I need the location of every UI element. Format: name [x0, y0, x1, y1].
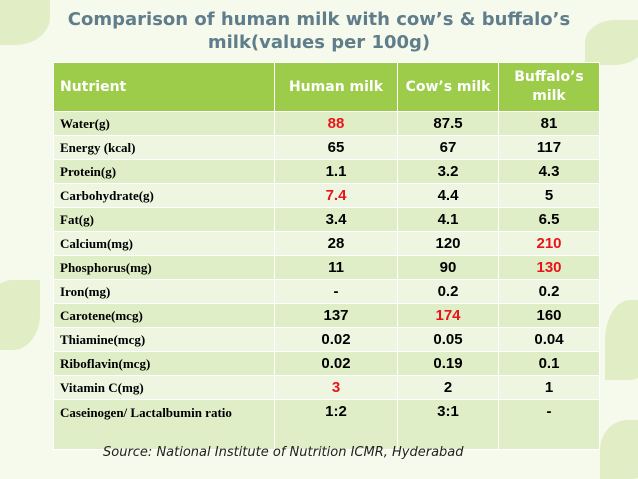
buffalos-milk-cell: 117: [498, 135, 600, 160]
nutrient-comparison-table: Nutrient Human milk Cow’s milk Buffalo’s…: [53, 62, 600, 450]
human-milk-cell: 7.4: [274, 183, 398, 208]
human-milk-cell: 1.1: [274, 159, 398, 184]
title-line-2: milk(values per 100g): [207, 32, 431, 53]
table-row: Phosphorus(mg) 11 90 130: [53, 255, 600, 280]
header-human-milk: Human milk: [274, 62, 398, 112]
cows-milk-cell: 2: [397, 375, 499, 400]
cows-milk-cell: 3.2: [397, 159, 499, 184]
human-milk-cell: 3: [274, 375, 398, 400]
cows-milk-cell: 120: [397, 231, 499, 256]
cows-milk-cell: 174: [397, 303, 499, 328]
nutrient-cell: Riboflavin(mcg): [53, 351, 275, 376]
human-milk-cell: 137: [274, 303, 398, 328]
cows-milk-cell: 0.19: [397, 351, 499, 376]
cows-milk-cell: 0.2: [397, 279, 499, 304]
nutrient-cell: Phosphorus(mg): [53, 255, 275, 280]
table-row: Caseinogen/ Lactalbumin ratio 1:2 3:1 -: [53, 399, 600, 450]
cows-milk-cell: 3:1: [397, 399, 499, 450]
cows-milk-cell: 4.4: [397, 183, 499, 208]
table-header-row: Nutrient Human milk Cow’s milk Buffalo’s…: [53, 62, 600, 112]
buffalos-milk-cell: 210: [498, 231, 600, 256]
cows-milk-cell: 4.1: [397, 207, 499, 232]
table-row: Thiamine(mcg) 0.02 0.05 0.04: [53, 327, 600, 352]
cows-milk-cell: 87.5: [397, 111, 499, 136]
nutrient-cell: Thiamine(mcg): [53, 327, 275, 352]
nutrient-cell: Carbohydrate(g): [53, 183, 275, 208]
human-milk-cell: 65: [274, 135, 398, 160]
leaf-decoration: [0, 280, 40, 350]
buffalos-milk-cell: 0.1: [498, 351, 600, 376]
nutrient-cell: Fat(g): [53, 207, 275, 232]
table-row: Vitamin C(mg) 3 2 1: [53, 375, 600, 400]
cows-milk-cell: 90: [397, 255, 499, 280]
leaf-decoration: [600, 420, 638, 479]
table-row: Water(g) 88 87.5 81: [53, 111, 600, 136]
cows-milk-cell: 0.05: [397, 327, 499, 352]
title-line-1: Comparison of human milk with cow’s & bu…: [67, 9, 571, 30]
buffalos-milk-cell: 5: [498, 183, 600, 208]
buffalos-milk-cell: 81: [498, 111, 600, 136]
human-milk-cell: 0.02: [274, 327, 398, 352]
human-milk-cell: -: [274, 279, 398, 304]
nutrient-cell: Calcium(mg): [53, 231, 275, 256]
header-buffalos-milk: Buffalo’s milk: [498, 62, 600, 112]
human-milk-cell: 1:2: [274, 399, 398, 450]
nutrient-cell: Protein(g): [53, 159, 275, 184]
page-title: Comparison of human milk with cow’s & bu…: [0, 8, 638, 54]
buffalos-milk-cell: 160: [498, 303, 600, 328]
nutrient-cell: Water(g): [53, 111, 275, 136]
nutrient-cell: Energy (kcal): [53, 135, 275, 160]
nutrient-cell: Iron(mg): [53, 279, 275, 304]
leaf-decoration: [585, 20, 638, 65]
nutrient-cell: Carotene(mcg): [53, 303, 275, 328]
human-milk-cell: 88: [274, 111, 398, 136]
buffalos-milk-cell: 6.5: [498, 207, 600, 232]
table-row: Riboflavin(mcg) 0.02 0.19 0.1: [53, 351, 600, 376]
human-milk-cell: 11: [274, 255, 398, 280]
human-milk-cell: 3.4: [274, 207, 398, 232]
nutrient-cell: Caseinogen/ Lactalbumin ratio: [53, 399, 275, 450]
buffalos-milk-cell: 0.04: [498, 327, 600, 352]
source-citation: Source: National Institute of Nutrition …: [103, 445, 464, 460]
table-row: Calcium(mg) 28 120 210: [53, 231, 600, 256]
header-nutrient: Nutrient: [53, 62, 275, 112]
table-row: Protein(g) 1.1 3.2 4.3: [53, 159, 600, 184]
buffalos-milk-cell: 1: [498, 375, 600, 400]
table-row: Energy (kcal) 65 67 117: [53, 135, 600, 160]
table-row: Carbohydrate(g) 7.4 4.4 5: [53, 183, 600, 208]
table-row: Fat(g) 3.4 4.1 6.5: [53, 207, 600, 232]
cows-milk-cell: 67: [397, 135, 499, 160]
header-cows-milk: Cow’s milk: [397, 62, 499, 112]
buffalos-milk-cell: 0.2: [498, 279, 600, 304]
buffalos-milk-cell: 130: [498, 255, 600, 280]
nutrient-cell: Vitamin C(mg): [53, 375, 275, 400]
human-milk-cell: 28: [274, 231, 398, 256]
human-milk-cell: 0.02: [274, 351, 398, 376]
table-row: Carotene(mcg) 137 174 160: [53, 303, 600, 328]
buffalos-milk-cell: -: [498, 399, 600, 450]
buffalos-milk-cell: 4.3: [498, 159, 600, 184]
table-row: Iron(mg) - 0.2 0.2: [53, 279, 600, 304]
leaf-decoration: [605, 300, 638, 380]
